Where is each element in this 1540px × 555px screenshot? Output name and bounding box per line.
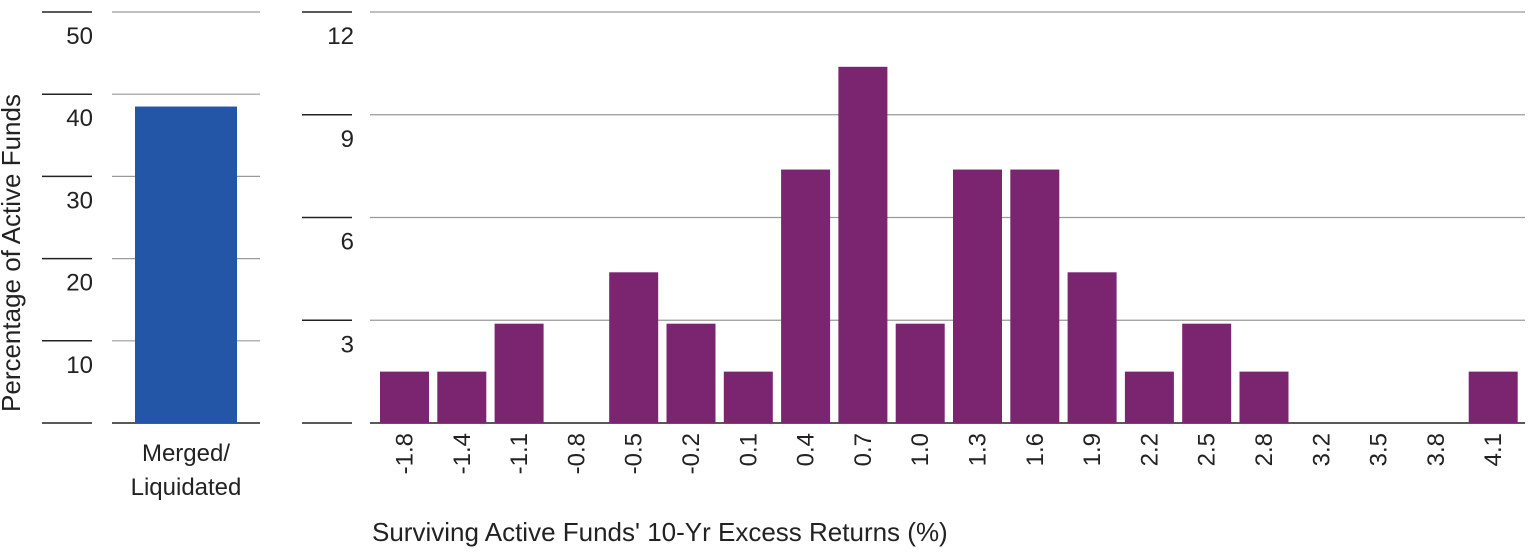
x-tick-label: 0.1 (735, 433, 762, 466)
x-tick-label: 0.4 (793, 433, 820, 466)
right-y-tick-label: 12 (327, 23, 354, 50)
histogram-bar (1010, 169, 1060, 423)
histogram-bar (666, 323, 716, 423)
x-tick-label: 0.7 (850, 433, 877, 466)
x-tick-label: 1.6 (1022, 433, 1049, 466)
x-tick-label: 3.2 (1308, 433, 1335, 466)
x-tick-label: -1.1 (506, 433, 533, 474)
histogram-bar (953, 169, 1002, 423)
x-tick-label: 3.5 (1366, 433, 1393, 466)
histogram-bar (1124, 371, 1174, 423)
histogram-bar (838, 66, 888, 424)
histogram-bar (895, 323, 945, 423)
left-category-label: Liquidated (131, 474, 242, 501)
x-tick-label: -0.8 (563, 433, 590, 474)
histogram-bar (609, 272, 659, 423)
left-y-tick-label: 40 (66, 105, 93, 132)
right-y-tick-label: 6 (341, 229, 354, 256)
x-tick-label: -0.5 (621, 433, 648, 474)
merged-liquidated-bar (135, 106, 237, 423)
x-tick-label: 1.0 (907, 433, 934, 466)
x-tick-label: 2.5 (1194, 433, 1221, 466)
histogram-bar (1182, 323, 1232, 423)
x-tick-label: -0.2 (678, 433, 705, 474)
x-tick-label: 2.2 (1136, 433, 1163, 466)
right-y-tick-label: 3 (341, 331, 354, 358)
histogram-bar (781, 169, 831, 423)
left-y-tick-label: 50 (66, 23, 93, 50)
x-tick-label: 1.3 (965, 433, 992, 466)
histogram-bar (1239, 371, 1289, 423)
left-y-tick-label: 20 (66, 270, 93, 297)
right-panel: 3 6 9 12 -1.8 -1.4 -1.1 -0.8 -0.5 -0.2 0.1 0.4 0.7 1.… (302, 11, 1525, 474)
left-panel: 10 20 30 40 50 Merged/Liquidated (42, 11, 260, 501)
x-tick-label: 2.8 (1251, 433, 1278, 466)
left-y-tick-label: 30 (66, 187, 93, 214)
x-axis-title: Surviving Active Funds' 10-Yr Excess Ret… (372, 517, 948, 547)
x-tick-label: 3.8 (1423, 433, 1450, 466)
left-y-tick-label: 10 (66, 352, 93, 379)
x-tick-label: -1.4 (449, 433, 476, 474)
x-tick-label: -1.8 (392, 433, 419, 474)
left-category-label: Merged/ (142, 440, 230, 467)
histogram-bar (1468, 371, 1518, 423)
x-tick-label: 4.1 (1480, 433, 1507, 466)
y-axis-title: Percentage of Active Funds (0, 94, 26, 412)
histogram-bar (723, 371, 773, 423)
histogram-bar (437, 371, 487, 423)
x-tick-label: 1.9 (1079, 433, 1106, 466)
histogram-bar (1067, 272, 1117, 423)
histogram-bar (380, 371, 429, 423)
right-y-tick-label: 9 (341, 126, 354, 153)
histogram-bar (494, 323, 544, 423)
